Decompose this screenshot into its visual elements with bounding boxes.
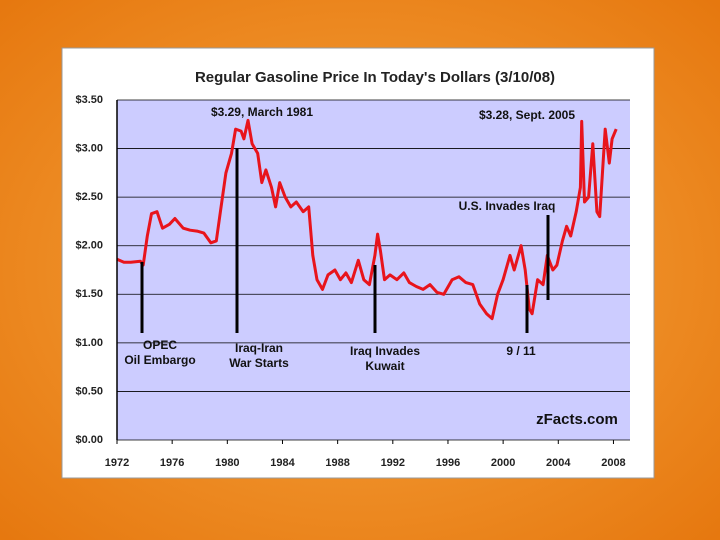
annotation: Iraq Invades — [350, 344, 420, 358]
y-tick-label: $2.50 — [75, 191, 103, 203]
y-tick-label: $0.00 — [75, 434, 103, 446]
x-tick-label: 1992 — [381, 457, 405, 469]
annotation: 9 / 11 — [506, 344, 536, 358]
x-tick-label: 1984 — [270, 457, 295, 469]
x-tick-label: 1988 — [325, 457, 349, 469]
y-tick-label: $1.00 — [75, 337, 103, 349]
plot — [116, 118, 618, 321]
x-tick-label: 1976 — [160, 457, 184, 469]
annotation: $3.29, March 1981 — [211, 105, 313, 119]
annotation: OPEC — [143, 338, 177, 352]
annotation: U.S. Invades Iraq — [459, 199, 556, 213]
x-tick-label: 1980 — [215, 457, 239, 469]
annotation: zFacts.com — [536, 411, 618, 428]
y-tick-label: $3.00 — [75, 142, 103, 154]
x-tick-label: 2000 — [491, 457, 515, 469]
annotation: Kuwait — [365, 359, 404, 373]
grid: $0.00 $0.50 $1.00 $1.50 $2.00 $2.50 $3.00 $3.50… — [75, 94, 630, 469]
x-tick-label: 1996 — [436, 457, 460, 469]
annotation: War Starts — [229, 356, 289, 370]
x-tick-label: 2004 — [546, 457, 571, 469]
price-line — [116, 118, 618, 321]
event-lines — [140, 148, 550, 333]
annotation: Iraq-Iran — [235, 341, 283, 355]
y-tick-label: $3.50 — [75, 94, 103, 106]
annotations: $3.29, March 1981 $3.28, Sept. 2005 U.S. I… — [124, 105, 618, 428]
x-tick-label: 2008 — [601, 457, 625, 469]
y-tick-label: $1.50 — [75, 288, 103, 300]
annotation: Oil Embargo — [124, 353, 195, 367]
chart-title: Regular Gasoline Price In Today's Dollar… — [195, 69, 555, 86]
annotation: $3.28, Sept. 2005 — [479, 108, 575, 122]
x-tick-label: 1972 — [105, 457, 129, 469]
y-tick-label: $0.50 — [75, 385, 103, 397]
y-tick-label: $2.00 — [75, 240, 103, 252]
